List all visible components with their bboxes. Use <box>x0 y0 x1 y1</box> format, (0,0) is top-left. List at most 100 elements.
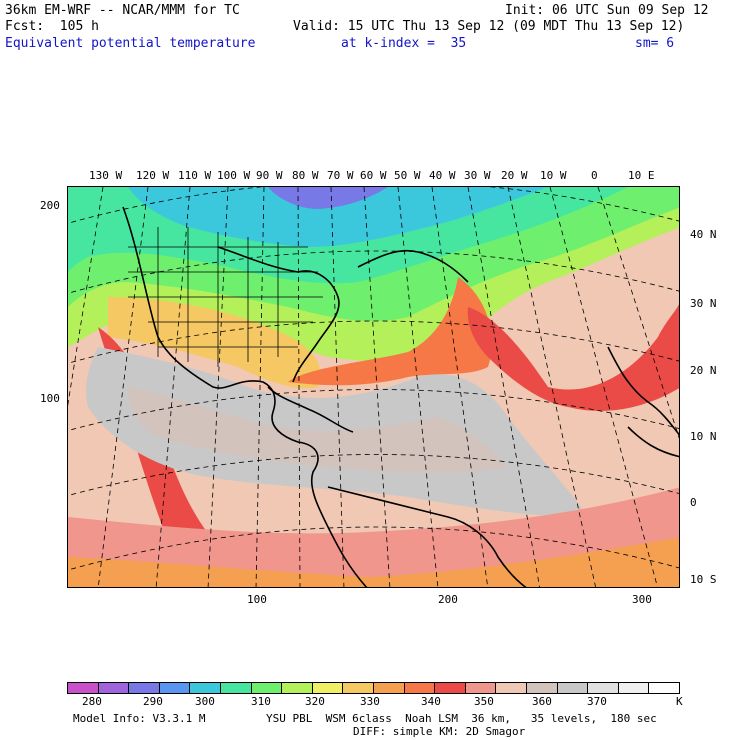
colorbar-swatch <box>98 683 130 693</box>
field-name: Equivalent potential temperature <box>5 36 256 51</box>
coast-africa-nw <box>607 346 679 436</box>
field-band-340b <box>288 277 492 386</box>
colorbar-swatch <box>588 683 619 693</box>
init-time: Init: 06 UTC Sun 09 Sep 12 <box>505 3 709 18</box>
colorbar-swatch <box>649 683 679 693</box>
grid-y-label: 100 <box>40 392 60 405</box>
lon-label: 10 W <box>540 169 567 182</box>
colorbar-swatch <box>282 683 313 693</box>
smoothing: sm= 6 <box>635 36 675 51</box>
colorbar-swatch <box>557 683 589 693</box>
lon-line <box>97 187 149 587</box>
colorbar-swatch <box>618 683 650 693</box>
lat-label: 0 <box>690 496 697 509</box>
lon-line <box>397 187 439 587</box>
grid-x-label: 300 <box>632 593 652 606</box>
physics-info: YSU PBL WSM 6class Noah LSM 36 km, 35 le… <box>266 712 657 725</box>
lon-label: 60 W <box>360 169 387 182</box>
coast-canada <box>357 249 469 283</box>
lon-label: 20 W <box>501 169 528 182</box>
colorbar-swatch <box>159 683 191 693</box>
theta-e-field-map <box>68 187 679 587</box>
colorbar-label: 300 <box>195 695 215 708</box>
lat-label: 40 N <box>690 228 717 241</box>
lon-label: 90 W <box>256 169 283 182</box>
valid-time: Valid: 15 UTC Thu 13 Sep 12 (09 MDT Thu … <box>293 19 685 34</box>
lon-line <box>155 187 191 587</box>
coast-caribbean <box>267 386 354 433</box>
lon-line <box>330 187 345 587</box>
colorbar-label: 280 <box>82 695 102 708</box>
coast-west-africa <box>627 426 679 458</box>
lat-line-40n <box>68 187 679 224</box>
coast-south-america-north <box>327 486 527 587</box>
lat-line-0 <box>68 454 679 497</box>
colorbar-swatch <box>129 683 160 693</box>
lon-label: 50 W <box>394 169 421 182</box>
colorbar-label: 360 <box>532 695 552 708</box>
lon-label: 0 <box>591 169 598 182</box>
diffusion-info: DIFF: simple KM: 2D Smagor <box>353 725 526 738</box>
lon-label: 110 W <box>178 169 212 182</box>
colorbar-swatch <box>496 683 527 693</box>
colorbar-label: 310 <box>251 695 271 708</box>
field-band-345 <box>467 304 679 411</box>
colorbar-label: 370 <box>587 695 607 708</box>
lon-line <box>431 187 489 587</box>
lat-line-10n <box>68 389 679 432</box>
colorbar-swatch <box>435 683 466 693</box>
lat-label: 10 S <box>690 573 717 586</box>
lat-line-30n <box>68 250 679 294</box>
colorbar <box>67 682 680 694</box>
lat-line-10s <box>68 526 679 571</box>
forecast-hour: Fcst: 105 h <box>5 19 99 34</box>
model-info: Model Info: V3.3.1 M <box>73 712 206 725</box>
field-band-290 <box>268 187 388 209</box>
colorbar-swatch <box>312 683 344 693</box>
grid-x-label: 200 <box>438 593 458 606</box>
grid-y-label: 200 <box>40 199 60 212</box>
colorbar-label: 350 <box>474 695 494 708</box>
lon-label: 120 W <box>136 169 170 182</box>
colorbar-swatch <box>373 683 405 693</box>
lat-label: 10 N <box>690 430 717 443</box>
colorbar-swatch <box>343 683 374 693</box>
lon-label: 100 W <box>217 169 251 182</box>
lon-label: 130 W <box>89 169 123 182</box>
colorbar-swatch <box>526 683 558 693</box>
colorbar-swatch <box>251 683 283 693</box>
colorbar-swatch <box>404 683 436 693</box>
lat-label: 20 N <box>690 364 717 377</box>
colorbar-label: 320 <box>305 695 325 708</box>
field-band-330 <box>108 297 321 389</box>
colorbar-label: 330 <box>360 695 380 708</box>
lon-line <box>363 187 391 587</box>
lon-line <box>597 187 679 439</box>
field-band-335 <box>68 537 679 587</box>
lon-line <box>507 187 596 587</box>
lon-label: 80 W <box>292 169 319 182</box>
colorbar-swatch <box>465 683 497 693</box>
lon-label: 40 W <box>429 169 456 182</box>
graticule <box>68 187 679 587</box>
level-index: at k-index = 35 <box>341 36 467 51</box>
colorbar-label: 340 <box>421 695 441 708</box>
lat-line-20n <box>68 320 679 364</box>
colorbar-label: 290 <box>143 695 163 708</box>
lat-label: 30 N <box>690 297 717 310</box>
us-state-lines <box>128 227 323 367</box>
lon-line <box>549 187 658 587</box>
colorbar-unit: K <box>676 695 683 708</box>
colorbar-swatch <box>190 683 221 693</box>
coast-us-east <box>217 246 340 383</box>
map-panel <box>67 186 680 588</box>
model-title: 36km EM-WRF -- NCAR/MMM for TC <box>5 3 240 18</box>
lon-line <box>255 187 265 587</box>
lon-line <box>68 187 104 406</box>
lon-line <box>297 187 301 587</box>
lon-label: 70 W <box>327 169 354 182</box>
field-band-355 <box>128 387 508 473</box>
grid-x-label: 100 <box>247 593 267 606</box>
lon-label: 10 E <box>628 169 655 182</box>
colorbar-swatch <box>220 683 252 693</box>
